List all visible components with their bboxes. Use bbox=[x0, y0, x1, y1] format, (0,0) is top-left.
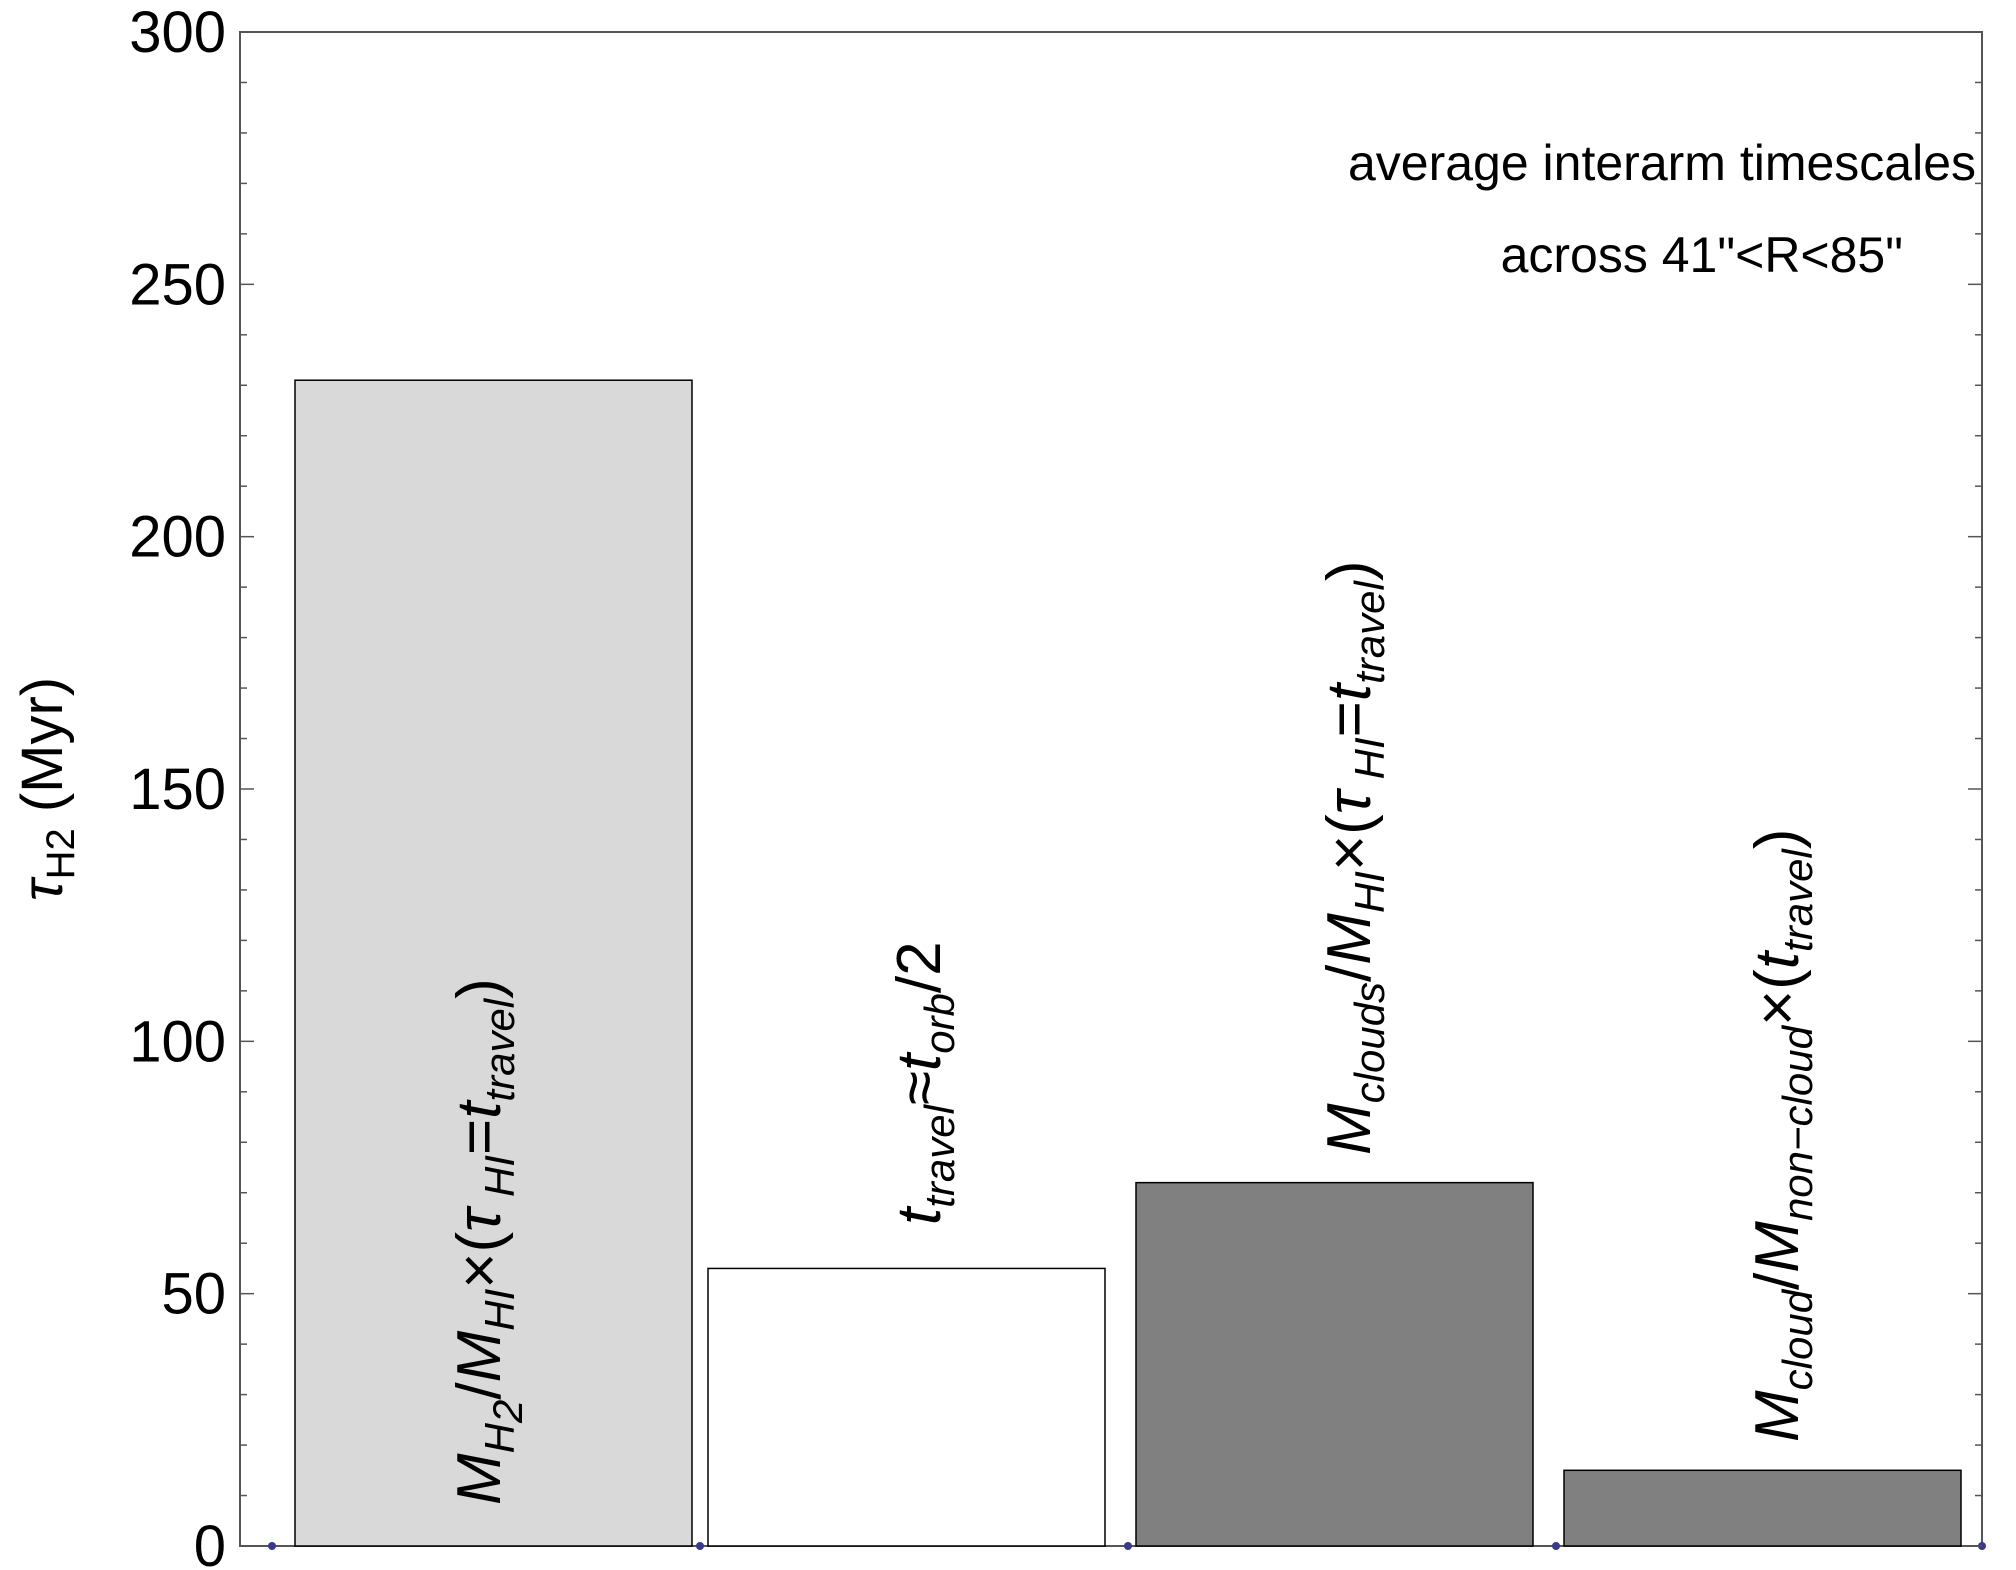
bar-label-3: Mclouds/MHI×(τ HI=ttravel) bbox=[1315, 561, 1393, 1156]
bar-label-4: Mcloud/Mnon−cloud×(ttravel) bbox=[1743, 829, 1821, 1442]
y-tick-label: 300 bbox=[129, 0, 226, 65]
y-axis: 0 50 100 150 200 250 300 bbox=[129, 0, 1982, 1570]
x-boundary-marker bbox=[696, 1542, 704, 1550]
y-tick-label: 0 bbox=[194, 1514, 226, 1570]
bar-4 bbox=[1563, 1469, 1962, 1547]
annotation-line-1: average interarm timescales bbox=[1348, 135, 1976, 191]
annotation-line-2: across 41"<R<85" bbox=[1501, 227, 1903, 283]
y-tick-label: 250 bbox=[129, 252, 226, 317]
bars-group bbox=[268, 379, 1986, 1550]
bar-label-2: ttravel≈torb/2 bbox=[885, 941, 963, 1225]
x-boundary-marker bbox=[1124, 1542, 1132, 1550]
bar-3 bbox=[1135, 1181, 1534, 1547]
y-axis-title: τH2 (Myr) bbox=[10, 677, 83, 901]
y-tick-label: 100 bbox=[129, 1009, 226, 1074]
y-tick-label: 50 bbox=[161, 1262, 226, 1327]
x-boundary-marker bbox=[268, 1542, 276, 1550]
x-boundary-marker bbox=[1552, 1542, 1560, 1550]
bar-1 bbox=[294, 379, 693, 1547]
y-tick-label: 200 bbox=[129, 505, 226, 570]
bar-2 bbox=[707, 1267, 1106, 1547]
y-tick-label: 150 bbox=[129, 757, 226, 822]
